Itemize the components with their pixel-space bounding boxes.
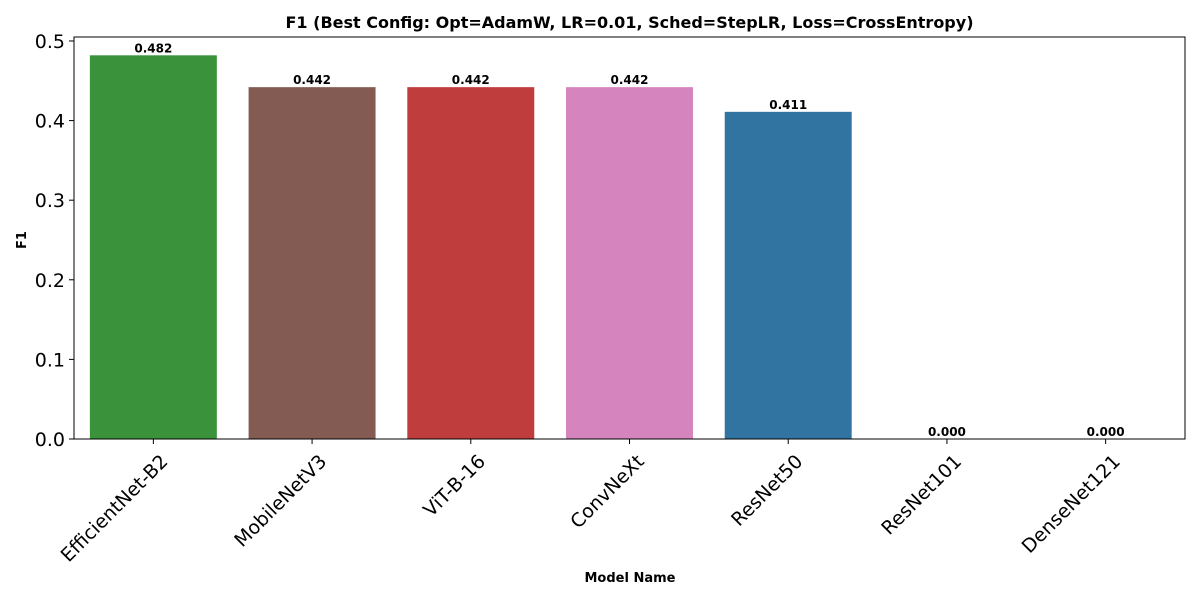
x-tick-label: EfficientNet-B2 [57,451,173,567]
x-tick-label: ResNet50 [727,451,807,531]
y-tick-label: 0.1 [35,349,65,371]
bar-value-label: 0.442 [293,73,331,87]
bar-mobilenetv3 [248,87,376,440]
bar-value-label: 0.000 [928,425,966,439]
bar-value-label: 0.442 [452,73,490,87]
bar-value-label: 0.442 [611,73,649,87]
y-tick-label: 0.0 [35,429,65,451]
bar-efficientnet-b2 [89,55,217,440]
y-tick-label: 0.3 [35,190,65,212]
bar-value-label: 0.411 [769,98,807,112]
x-tick-label: ViT-B-16 [419,451,490,522]
bar-convnext [566,87,693,440]
x-tick-label: ConvNeXt [566,451,648,533]
bar-value-label: 0.482 [134,41,172,55]
x-axis: EfficientNet-B2 MobileNetV3 ViT-B-16 ConvNe… [57,439,1125,567]
x-tick-label: MobileNetV3 [230,451,331,552]
x-tick-label: DenseNet121 [1018,451,1125,558]
y-axis-title: F1 [15,231,30,249]
plot-area: 0.482 0.442 0.442 0.442 0.411 0.000 0.000 [89,41,1125,440]
y-tick-label: 0.5 [35,31,65,53]
x-axis-title: Model Name [585,571,676,586]
y-tick-label: 0.4 [35,111,65,133]
y-axis: 0.0 0.1 0.2 0.3 0.4 0.5 [35,31,74,451]
y-tick-label: 0.2 [35,270,65,292]
x-tick-label: ResNet101 [877,451,966,540]
bar-vit-b-16 [407,87,535,440]
bar-resnet50 [724,111,852,439]
bar-value-label: 0.000 [1087,425,1125,439]
chart-title: F1 (Best Config: Opt=AdamW, LR=0.01, Sch… [286,13,974,32]
